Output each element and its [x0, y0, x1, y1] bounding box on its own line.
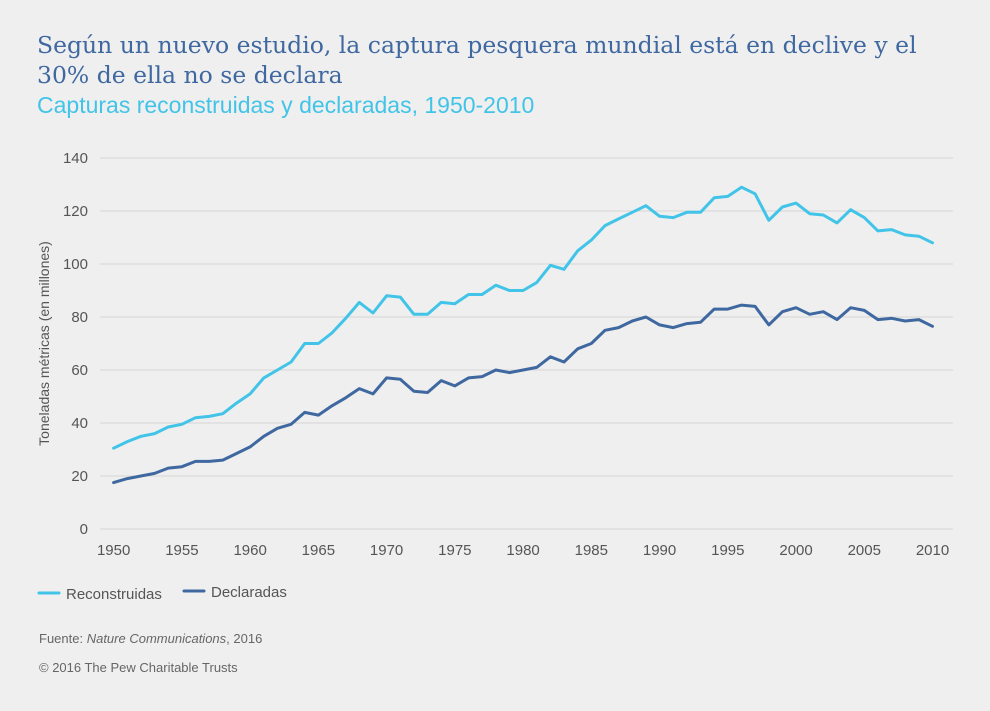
y-tick-label-140: 140: [63, 150, 88, 167]
x-axis-ticks: 1950 1955 1960 1965 1970 1975 1980 1985 1990 1995…: [97, 542, 949, 559]
source-prefix: Fuente:: [39, 631, 87, 646]
series-line-reconstruidas: [112, 185, 934, 450]
x-tick-label-1955: 1955: [165, 542, 198, 559]
x-tick-label-1985: 1985: [575, 542, 608, 559]
y-tick-label-0: 0: [80, 521, 88, 538]
source-note: Fuente: Nature Communications, 2016: [39, 631, 262, 646]
legend-label-reconstruidas: Reconstruidas: [66, 586, 162, 603]
y-tick-label-20: 20: [71, 468, 88, 485]
x-tick-label-1975: 1975: [438, 542, 471, 559]
legend-label-declaradas: Declaradas: [211, 584, 287, 601]
x-tick-label-2000: 2000: [779, 542, 812, 559]
chart-subtitle: Capturas reconstruidas y declaradas, 195…: [37, 92, 535, 118]
x-tick-label-1965: 1965: [302, 542, 335, 559]
x-tick-label-2005: 2005: [848, 542, 881, 559]
y-axis-ticks: 0 20 40 60 80 100 120 140: [63, 150, 88, 538]
source-suffix: , 2016: [226, 631, 263, 646]
legend: Reconstruidas Declaradas: [37, 584, 287, 603]
x-tick-label-1970: 1970: [370, 542, 403, 559]
y-tick-label-40: 40: [71, 415, 88, 432]
y-tick-label-120: 120: [63, 203, 88, 220]
x-tick-label-2010: 2010: [916, 542, 949, 559]
y-axis-label: Toneladas métricas (en millones): [36, 241, 52, 446]
source-journal: Nature Communications: [86, 631, 227, 646]
grid-lines: [100, 157, 953, 530]
x-tick-label-1950: 1950: [97, 542, 130, 559]
series-line-declaradas: [112, 303, 934, 485]
copyright-note: © 2016 The Pew Charitable Trusts: [39, 660, 238, 675]
x-tick-label-1995: 1995: [711, 542, 744, 559]
y-tick-label-80: 80: [71, 309, 88, 326]
x-tick-label-1980: 1980: [506, 542, 539, 559]
series-lines: [112, 185, 934, 485]
x-tick-label-1960: 1960: [233, 542, 266, 559]
y-tick-label-60: 60: [71, 362, 88, 379]
y-tick-label-100: 100: [63, 256, 88, 273]
chart-title: Según un nuevo estudio, la captura pesqu…: [37, 31, 917, 89]
x-tick-label-1990: 1990: [643, 542, 676, 559]
